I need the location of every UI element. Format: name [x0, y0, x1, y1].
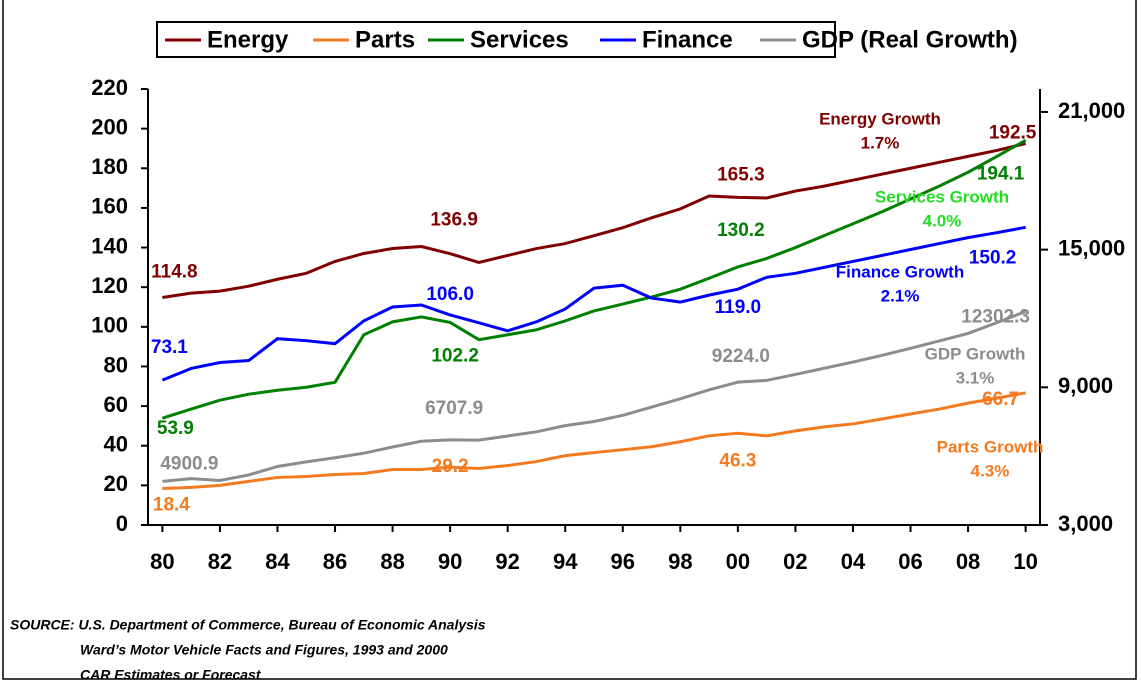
data-label: 130.2	[717, 220, 765, 241]
y-tick-label: 100	[91, 313, 128, 338]
y-tick-label: 60	[104, 392, 128, 417]
series-line	[161, 139, 1027, 420]
legend-box	[156, 21, 836, 58]
x-tick-label: 02	[783, 549, 807, 574]
data-label: 73.1	[151, 337, 188, 358]
y-tick-label: 160	[91, 194, 128, 219]
growth-rate: 4.3%	[971, 461, 1010, 480]
growth-label: Parts Growth	[937, 437, 1044, 456]
series-line	[161, 225, 1026, 382]
growth-rate: 4.0%	[923, 211, 962, 230]
data-label: 46.3	[719, 450, 756, 471]
data-label: 136.9	[430, 210, 478, 231]
x-tick-label: 88	[380, 549, 404, 574]
growth-label: Finance Growth	[836, 262, 964, 281]
source: CAR Estimates or Forecast	[80, 667, 262, 683]
data-label: 114.8	[151, 262, 198, 283]
series-line	[162, 310, 1027, 483]
data-label: 12302.3	[961, 307, 1030, 328]
data-label: 150.2	[969, 247, 1017, 268]
x-tick-label: 86	[323, 549, 347, 574]
data-label: 106.0	[426, 284, 474, 305]
legend-label: GDP (Real Growth)	[802, 26, 1018, 53]
x-tick-label: 92	[495, 549, 519, 574]
x-tick-label: 00	[726, 549, 750, 574]
x-tick-label: 04	[841, 549, 866, 574]
data-label: 18.4	[153, 495, 190, 516]
data-label: 66.7	[982, 389, 1019, 410]
y-tick-label: 20	[104, 471, 128, 496]
growth-label: GDP Growth	[925, 344, 1026, 363]
x-tick-label: 96	[611, 549, 635, 574]
x-tick-label: 10	[1013, 549, 1037, 574]
data-label: 194.1	[977, 163, 1025, 184]
legend-label: Parts	[355, 26, 415, 53]
series-line	[162, 142, 1026, 299]
data-label: 53.9	[157, 418, 194, 439]
data-label: 9224.0	[712, 346, 770, 367]
y-tick-label: 140	[91, 233, 128, 258]
series-line	[162, 391, 1026, 491]
x-tick-label: 84	[265, 549, 290, 574]
legend-label: Energy	[207, 26, 289, 53]
y2-tick-label: 21,000	[1058, 98, 1125, 123]
y-tick-label: 180	[91, 154, 128, 179]
growth-label: Energy Growth	[819, 109, 941, 128]
legend-label: Finance	[642, 26, 733, 53]
source: SOURCE: U.S. Department of Commerce, Bur…	[10, 617, 486, 633]
data-label: 4900.9	[160, 453, 218, 474]
y2-tick-label: 9,000	[1058, 373, 1113, 398]
x-tick-label: 82	[208, 549, 232, 574]
y2-tick-label: 15,000	[1058, 235, 1125, 260]
source: Ward’s Motor Vehicle Facts and Figures, …	[80, 642, 448, 658]
y-tick-label: 0	[116, 511, 128, 536]
data-label: 165.3	[717, 164, 765, 185]
growth-rate: 1.7%	[861, 133, 900, 152]
x-tick-label: 08	[956, 549, 980, 574]
y-tick-label: 220	[91, 75, 128, 100]
y-tick-label: 40	[104, 432, 128, 457]
growth-rate: 2.1%	[881, 286, 920, 305]
y-tick-label: 200	[91, 114, 128, 139]
data-label: 119.0	[715, 297, 762, 318]
x-tick-label: 90	[438, 549, 462, 574]
x-tick-label: 06	[898, 549, 922, 574]
y2-tick-label: 3,000	[1058, 511, 1113, 536]
growth-label: Services Growth	[875, 187, 1009, 206]
data-label: 29.2	[432, 456, 469, 477]
y-tick-label: 80	[104, 352, 128, 377]
data-label: 192.5	[989, 123, 1037, 144]
x-tick-label: 98	[668, 549, 692, 574]
data-label: 6707.9	[425, 398, 483, 419]
x-tick-label: 80	[150, 549, 174, 574]
growth-rate: 3.1%	[956, 368, 995, 387]
legend-label: Services	[470, 26, 569, 53]
x-tick-label: 94	[553, 549, 578, 574]
data-label: 102.2	[431, 345, 479, 366]
y-tick-label: 120	[91, 273, 128, 298]
